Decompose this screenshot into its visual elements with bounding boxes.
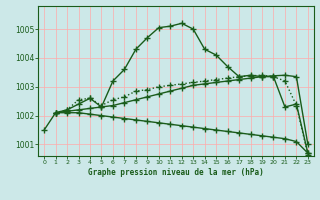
X-axis label: Graphe pression niveau de la mer (hPa): Graphe pression niveau de la mer (hPa): [88, 168, 264, 177]
